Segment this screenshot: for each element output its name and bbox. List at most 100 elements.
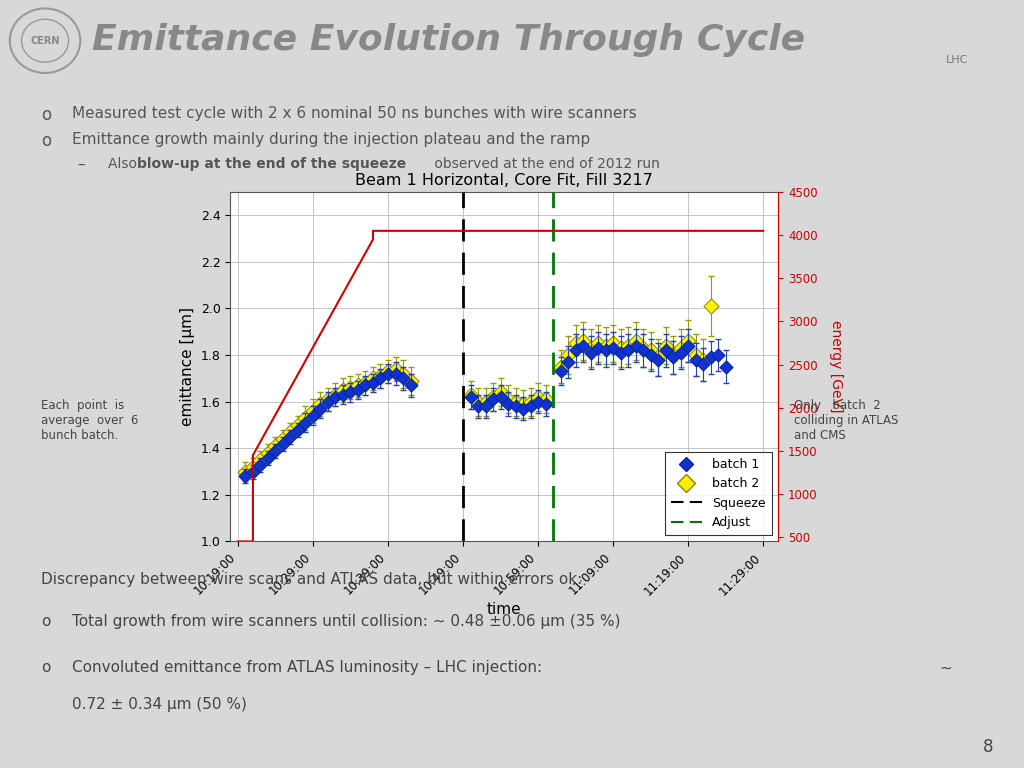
batch 2	[583, 342, 599, 354]
batch 1	[605, 342, 622, 354]
batch 1	[687, 353, 703, 366]
batch 1	[567, 344, 584, 356]
batch 2	[574, 335, 591, 347]
batch 1	[710, 349, 726, 361]
batch 2	[350, 379, 367, 392]
batch 2	[290, 419, 306, 431]
Text: o: o	[41, 614, 50, 630]
batch 1	[357, 379, 374, 392]
batch 1	[312, 402, 329, 415]
batch 1	[673, 346, 689, 359]
Text: 0.72 ± 0.34 μm (50 %): 0.72 ± 0.34 μm (50 %)	[72, 697, 247, 713]
batch 1	[718, 361, 734, 373]
Legend: batch 1, batch 2, Squeeze, Adjust: batch 1, batch 2, Squeeze, Adjust	[665, 452, 772, 535]
Text: o: o	[41, 660, 50, 676]
batch 2	[500, 393, 516, 406]
batch 1	[463, 391, 479, 403]
batch 2	[260, 447, 276, 459]
batch 2	[590, 337, 606, 349]
batch 2	[305, 405, 322, 417]
batch 2	[560, 349, 577, 361]
batch 2	[642, 344, 658, 356]
batch 1	[380, 368, 396, 380]
Text: LHC: LHC	[946, 55, 969, 65]
Text: o: o	[41, 132, 51, 150]
batch 1	[297, 416, 313, 429]
Text: –: –	[77, 157, 84, 172]
batch 1	[680, 339, 696, 352]
batch 2	[485, 391, 502, 403]
batch 2	[665, 349, 681, 361]
batch 2	[335, 384, 351, 396]
batch 2	[470, 396, 486, 408]
batch 1	[274, 438, 291, 450]
batch 1	[402, 379, 419, 392]
batch 1	[597, 344, 613, 356]
batch 1	[620, 344, 636, 356]
batch 1	[552, 366, 568, 378]
batch 2	[238, 465, 254, 478]
Title: Beam 1 Horizontal, Core Fit, Fill 3217: Beam 1 Horizontal, Core Fit, Fill 3217	[355, 173, 653, 188]
batch 2	[687, 349, 703, 361]
batch 2	[297, 412, 313, 424]
batch 1	[350, 384, 367, 396]
batch 1	[470, 400, 486, 412]
Text: Each  point  is
average  over  6
bunch batch.: Each point is average over 6 bunch batch…	[41, 399, 138, 442]
batch 1	[493, 391, 509, 403]
batch 2	[507, 396, 523, 408]
batch 2	[387, 363, 403, 376]
batch 1	[612, 346, 629, 359]
batch 1	[305, 409, 322, 422]
batch 1	[529, 396, 546, 408]
batch 2	[515, 398, 531, 410]
batch 1	[283, 430, 299, 442]
batch 2	[328, 389, 344, 401]
batch 2	[702, 300, 719, 313]
Text: o: o	[41, 106, 51, 124]
Y-axis label: emittance [μm]: emittance [μm]	[180, 307, 196, 426]
batch 2	[395, 368, 412, 380]
batch 2	[650, 351, 667, 363]
batch 1	[395, 372, 412, 385]
batch 2	[628, 335, 644, 347]
batch 2	[493, 386, 509, 399]
batch 2	[283, 425, 299, 438]
Text: ~: ~	[940, 660, 952, 676]
batch 1	[342, 386, 358, 399]
batch 2	[252, 454, 268, 466]
batch 2	[673, 342, 689, 354]
batch 1	[515, 402, 531, 415]
batch 2	[365, 372, 381, 385]
batch 2	[245, 461, 261, 473]
batch 1	[650, 353, 667, 366]
batch 1	[500, 398, 516, 410]
batch 1	[328, 391, 344, 403]
batch 2	[522, 396, 539, 408]
batch 2	[380, 366, 396, 378]
batch 1	[373, 372, 389, 385]
batch 2	[657, 339, 674, 352]
batch 2	[605, 337, 622, 349]
batch 1	[574, 339, 591, 352]
batch 1	[477, 400, 494, 412]
Text: blow-up at the end of the squeeze: blow-up at the end of the squeeze	[137, 157, 407, 170]
Y-axis label: energy [GeV]: energy [GeV]	[828, 320, 843, 413]
batch 2	[538, 393, 554, 406]
batch 1	[583, 346, 599, 359]
batch 1	[387, 368, 403, 380]
batch 2	[477, 396, 494, 408]
batch 2	[597, 339, 613, 352]
batch 1	[702, 351, 719, 363]
batch 2	[529, 391, 546, 403]
batch 1	[319, 396, 336, 408]
batch 1	[665, 351, 681, 363]
Text: CERN: CERN	[31, 35, 59, 46]
Text: Only   batch  2
colliding in ATLAS
and CMS: Only batch 2 colliding in ATLAS and CMS	[794, 399, 898, 442]
batch 2	[312, 398, 329, 410]
batch 2	[635, 342, 651, 354]
batch 1	[560, 356, 577, 368]
batch 1	[485, 393, 502, 406]
Text: Emittance Evolution Through Cycle: Emittance Evolution Through Cycle	[92, 23, 805, 58]
batch 2	[612, 342, 629, 354]
batch 1	[590, 342, 606, 354]
